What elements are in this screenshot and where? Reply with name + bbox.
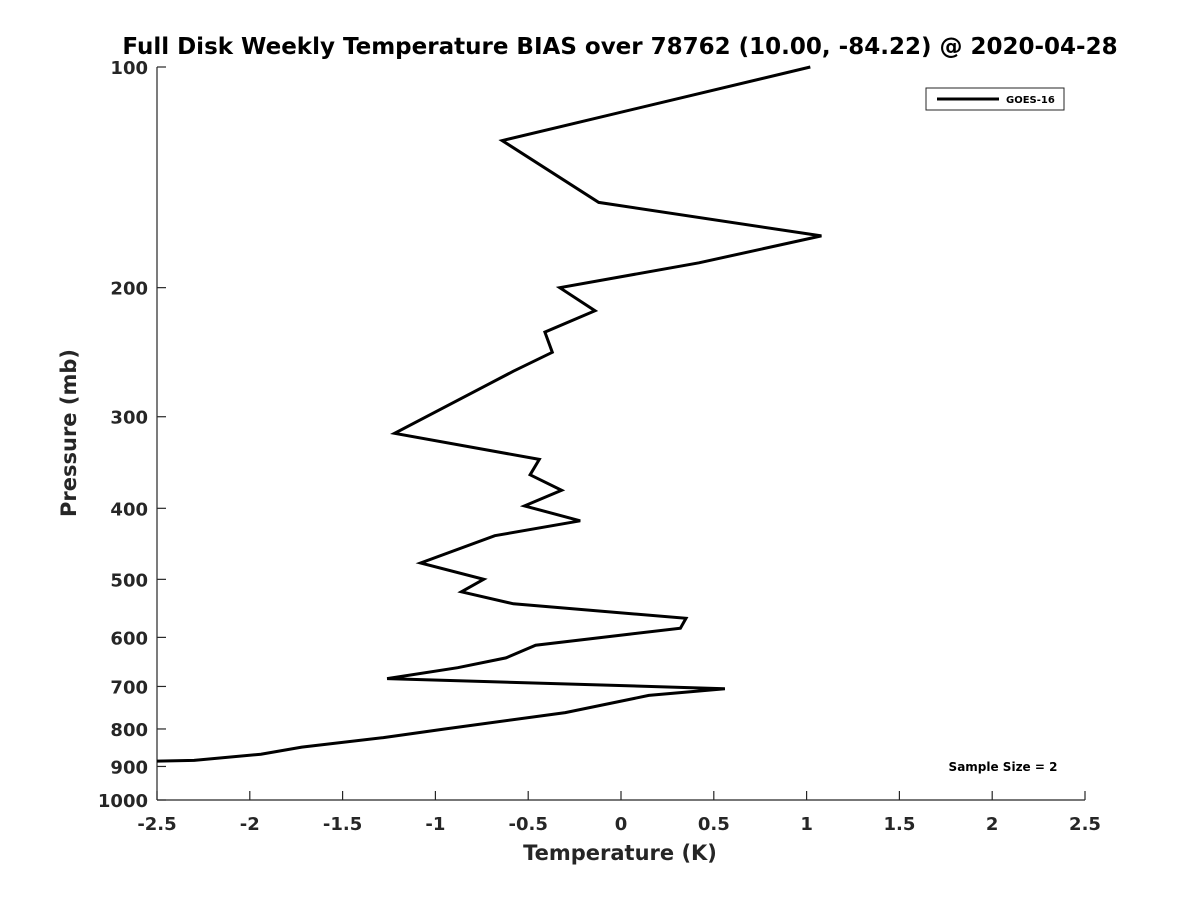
x-axis-label: Temperature (K)	[523, 841, 717, 865]
x-tick-label: 1.5	[883, 814, 915, 835]
x-tick-label: -2.5	[137, 814, 176, 835]
annotations: Sample Size = 2	[949, 760, 1058, 774]
y-tick-label: 600	[110, 628, 148, 649]
legend-label: GOES-16	[1006, 95, 1055, 106]
x-tick-label: -2	[240, 814, 260, 835]
x-tick-label: 0.5	[698, 814, 730, 835]
y-tick-label: 1000	[98, 791, 148, 812]
x-tick-label: 0	[615, 814, 628, 835]
y-tick-label: 500	[110, 570, 148, 591]
series-line-goes-16	[156, 65, 822, 763]
y-tick-label: 300	[110, 408, 148, 429]
plot-area	[156, 65, 822, 763]
y-tick-label: 100	[110, 58, 148, 79]
x-tick-label: -0.5	[509, 814, 548, 835]
y-tick-label: 400	[110, 499, 148, 520]
x-tick-label: -1	[425, 814, 445, 835]
x-tick-label: 2.5	[1069, 814, 1101, 835]
axes: -2.5 -2 -1.5 -1 -0.5 0 0.5 1 1.5 2 2.5 100 200 300 400…	[98, 58, 1101, 835]
y-tick-label: 800	[110, 720, 148, 741]
x-tick-label: 1	[800, 814, 813, 835]
y-axis-label: Pressure (mb)	[57, 349, 81, 517]
sample-size-annotation: Sample Size = 2	[949, 760, 1058, 774]
x-tick-label: 2	[986, 814, 999, 835]
y-tick-label: 700	[110, 677, 148, 698]
chart-title: Full Disk Weekly Temperature BIAS over 7…	[122, 34, 1117, 60]
legend: GOES-16	[925, 87, 1065, 111]
x-tick-label: -1.5	[323, 814, 362, 835]
y-tick-label: 900	[110, 757, 148, 778]
y-tick-label: 200	[110, 279, 148, 300]
